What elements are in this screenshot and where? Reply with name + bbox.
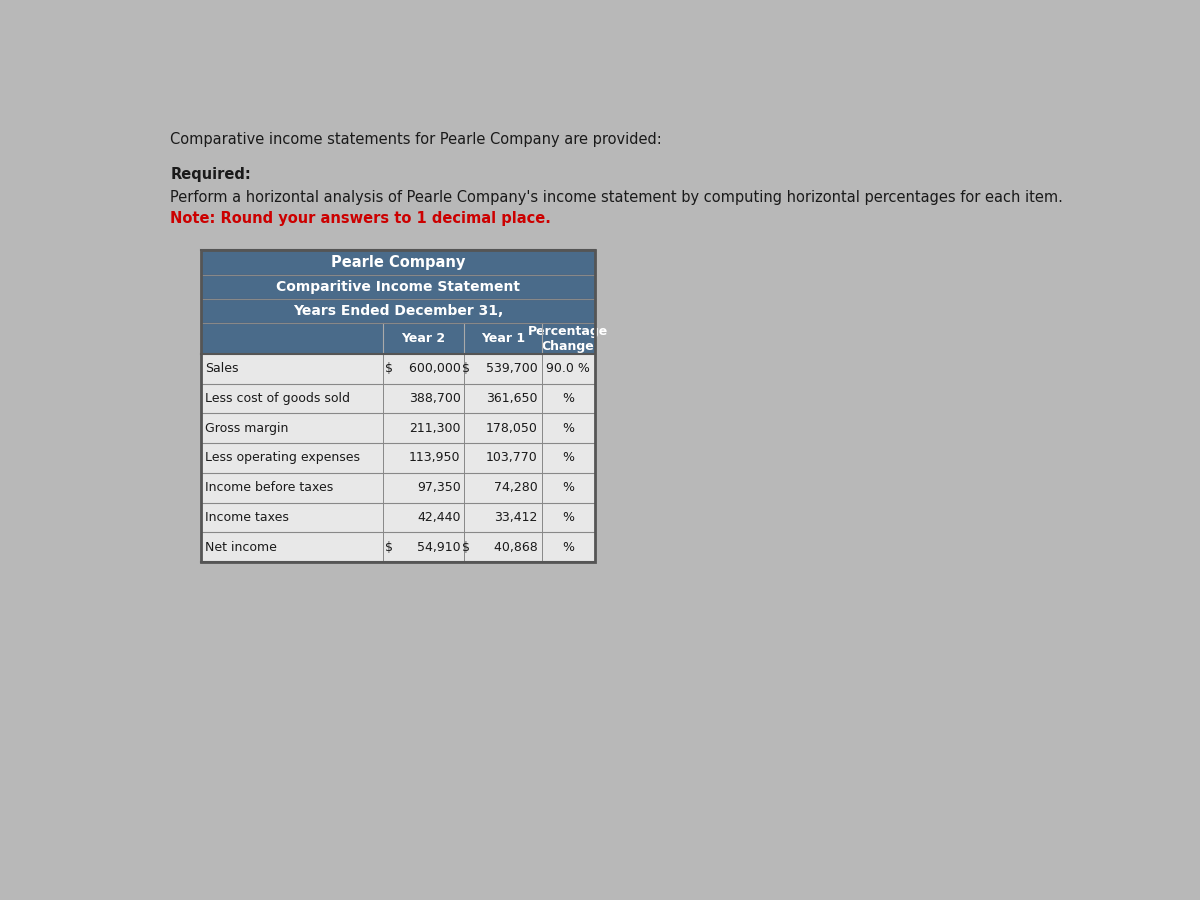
Text: Sales: Sales: [205, 363, 239, 375]
Text: $      54,910: $ 54,910: [385, 541, 461, 554]
Text: 113,950: 113,950: [409, 452, 461, 464]
Text: 90.0 %: 90.0 %: [546, 363, 590, 375]
Bar: [202, 250, 594, 274]
Bar: [202, 354, 594, 383]
Text: $    600,000: $ 600,000: [385, 363, 461, 375]
Bar: [202, 532, 594, 562]
Bar: [202, 413, 594, 443]
Text: Year 1: Year 1: [481, 332, 524, 346]
Text: %: %: [562, 452, 574, 464]
Text: Income taxes: Income taxes: [205, 511, 289, 524]
Text: Year 2: Year 2: [401, 332, 445, 346]
Bar: [202, 472, 594, 502]
Text: Comparitive Income Statement: Comparitive Income Statement: [276, 280, 520, 293]
Text: Pearle Company: Pearle Company: [331, 255, 466, 270]
Text: Note: Round your answers to 1 decimal place.: Note: Round your answers to 1 decimal pl…: [170, 212, 551, 226]
Text: %: %: [562, 541, 574, 554]
Text: 97,350: 97,350: [416, 482, 461, 494]
Text: %: %: [562, 422, 574, 435]
Text: 361,650: 361,650: [486, 392, 538, 405]
Text: Less operating expenses: Less operating expenses: [205, 452, 360, 464]
Text: 211,300: 211,300: [409, 422, 461, 435]
Text: $      40,868: $ 40,868: [462, 541, 538, 554]
Text: 103,770: 103,770: [486, 452, 538, 464]
Text: Perform a horizontal analysis of Pearle Company's income statement by computing : Perform a horizontal analysis of Pearle …: [170, 190, 1063, 205]
Text: %: %: [562, 482, 574, 494]
Text: 388,700: 388,700: [409, 392, 461, 405]
Text: %: %: [562, 392, 574, 405]
Text: Comparative income statements for Pearle Company are provided:: Comparative income statements for Pearle…: [170, 132, 662, 148]
Text: 42,440: 42,440: [418, 511, 461, 524]
Bar: [202, 443, 594, 473]
Text: Income before taxes: Income before taxes: [205, 482, 334, 494]
Bar: [202, 274, 594, 299]
Text: %: %: [562, 511, 574, 524]
Text: Net income: Net income: [205, 541, 277, 554]
Text: 178,050: 178,050: [486, 422, 538, 435]
Text: Gross margin: Gross margin: [205, 422, 288, 435]
Text: Percentage
Change: Percentage Change: [528, 325, 608, 353]
Bar: [202, 502, 594, 532]
Text: Less cost of goods sold: Less cost of goods sold: [205, 392, 350, 405]
Text: 33,412: 33,412: [494, 511, 538, 524]
Bar: [202, 299, 594, 323]
Bar: [202, 323, 594, 354]
Text: 74,280: 74,280: [494, 482, 538, 494]
Text: $    539,700: $ 539,700: [462, 363, 538, 375]
Text: Years Ended December 31,: Years Ended December 31,: [293, 304, 503, 319]
Bar: [202, 383, 594, 413]
Text: Required:: Required:: [170, 166, 251, 182]
